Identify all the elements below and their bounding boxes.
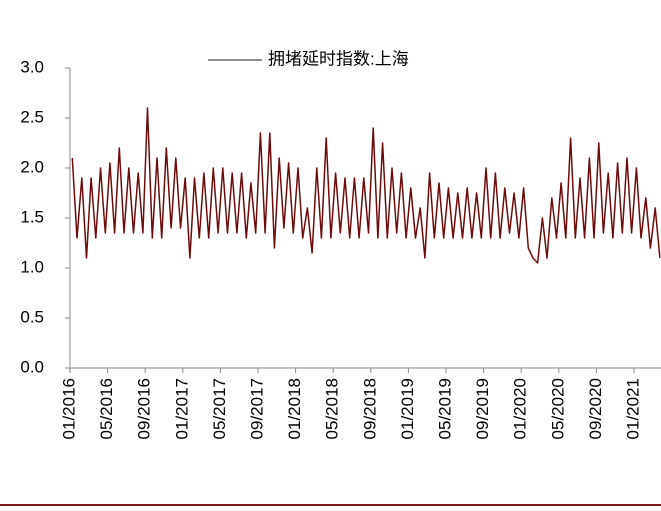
- y-tick-label: 3.0: [20, 57, 44, 76]
- x-tick-label: 01/2020: [511, 378, 530, 439]
- x-tick-label: 01/2017: [172, 378, 191, 439]
- y-tick-label: 1.5: [20, 207, 44, 226]
- x-tick-label: 05/2018: [323, 378, 342, 439]
- x-tick-label: 01/2016: [59, 378, 78, 439]
- y-tick-label: 1.0: [20, 257, 44, 276]
- x-tick-label: 09/2017: [247, 378, 266, 439]
- x-tick-label: 01/2021: [623, 378, 642, 439]
- y-tick-label: 2.0: [20, 157, 44, 176]
- y-tick-label: 0.5: [20, 307, 44, 326]
- x-tick-label: 09/2016: [135, 378, 154, 439]
- x-tick-label: 05/2019: [435, 378, 454, 439]
- series-line: [71, 107, 661, 264]
- legend-label: 拥堵延时指数:上海: [268, 49, 409, 68]
- x-tick-label: 01/2018: [285, 378, 304, 439]
- y-tick-label: 2.5: [20, 107, 44, 126]
- x-tick-label: 05/2017: [210, 378, 229, 439]
- x-tick-label: 05/2020: [548, 378, 567, 439]
- y-tick-label: 0.0: [20, 357, 44, 376]
- x-tick-label: 09/2018: [360, 378, 379, 439]
- x-tick-label: 09/2020: [586, 378, 605, 439]
- x-tick-label: 01/2019: [398, 378, 417, 439]
- x-tick-label: 09/2019: [473, 378, 492, 439]
- x-tick-label: 05/2016: [97, 378, 116, 439]
